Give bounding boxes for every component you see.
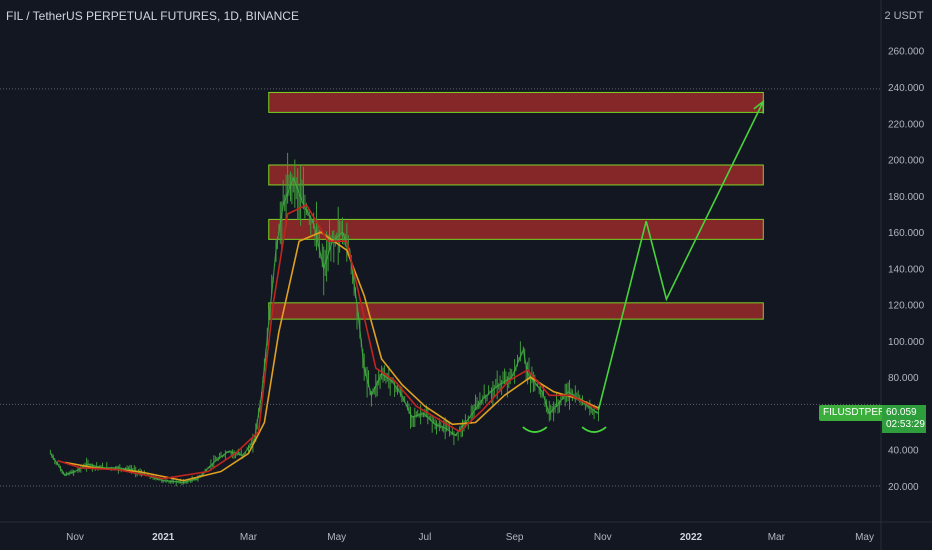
x-tick-label: Mar xyxy=(240,532,258,543)
y-tick-label: 160.000 xyxy=(888,228,925,239)
x-tick-label: Mar xyxy=(768,532,786,543)
x-tick-label: Nov xyxy=(594,532,612,543)
moving-average-slow-line xyxy=(64,231,599,482)
x-tick-label: May xyxy=(327,532,346,543)
projection-arrowhead xyxy=(753,99,765,114)
y-tick-label: 240.000 xyxy=(888,83,925,94)
bar-countdown: 02:53:29 xyxy=(886,419,925,430)
moving-average-slow xyxy=(64,231,599,482)
resistance-zone-4[interactable] xyxy=(268,302,764,320)
last-price-tag: 60.059 02:53:29 xyxy=(882,405,926,433)
resistance-zone-2[interactable] xyxy=(268,164,764,186)
x-tick-label: May xyxy=(855,532,874,543)
projection-path[interactable] xyxy=(597,99,765,410)
y-tick-label: 200.000 xyxy=(888,156,925,167)
x-tick-label: Jul xyxy=(419,532,432,543)
x-tick-label: Sep xyxy=(506,532,524,543)
y-tick-label: 260.000 xyxy=(888,47,925,58)
x-tick-label: 2021 xyxy=(152,532,175,543)
projection-line[interactable] xyxy=(597,101,765,410)
y-tick-label: 100.000 xyxy=(888,337,925,348)
pattern-arc-2 xyxy=(581,426,607,433)
resistance-zone-3[interactable] xyxy=(268,218,764,240)
x-axis[interactable]: Nov 2021 Mar May Jul Sep Nov 2022 Mar May xyxy=(0,521,932,543)
y-tick-label: 120.000 xyxy=(888,301,925,312)
resistance-zones[interactable] xyxy=(268,91,764,320)
pattern-arcs xyxy=(522,426,607,433)
y-tick-label: 180.000 xyxy=(888,192,925,203)
y-tick-label: 20.000 xyxy=(888,482,919,493)
y-tick-label: 80.000 xyxy=(888,373,919,384)
moving-average-fast xyxy=(57,204,599,480)
resistance-zone-1[interactable] xyxy=(268,91,764,113)
y-tick-label: 40.000 xyxy=(888,446,919,457)
x-tick-label: Nov xyxy=(66,532,84,543)
y-axis[interactable]: 20.00040.00060.00080.000100.000120.00014… xyxy=(880,0,925,550)
pattern-arc-1 xyxy=(522,426,548,433)
x-tick-label: 2022 xyxy=(680,532,703,543)
last-price-value: 60.059 xyxy=(886,407,917,418)
y-tick-label: 220.000 xyxy=(888,119,925,130)
moving-average-fast-line xyxy=(57,204,599,480)
y-tick-label: 140.000 xyxy=(888,264,925,275)
scale-mode-label[interactable]: 2 USDT xyxy=(884,10,924,22)
symbol-tag: FILUSDTPERP xyxy=(819,405,896,421)
chart-title: FIL / TetherUS PERPETUAL FUTURES, 1D, BI… xyxy=(6,9,299,23)
